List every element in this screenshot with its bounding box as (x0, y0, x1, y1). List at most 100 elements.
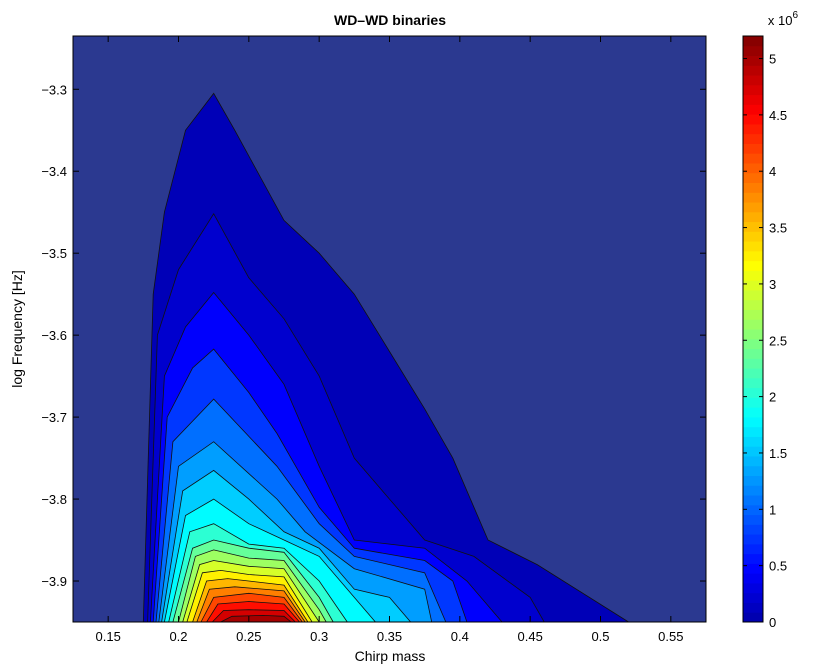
colorbar-band (743, 202, 763, 213)
colorbar-band (743, 524, 763, 535)
colorbar-band (743, 582, 763, 594)
colorbar-band (743, 45, 763, 57)
colorbar-band (743, 338, 763, 350)
colorbar-band (743, 485, 763, 496)
colorbar-band (743, 192, 763, 203)
y-tick-label: −3.8 (41, 492, 67, 507)
colorbar-scale-label: x 106 (768, 10, 799, 28)
colorbar-band (743, 563, 763, 574)
colorbar-band (743, 387, 763, 398)
colorbar-band (743, 94, 763, 105)
colorbar-tick-label: 1 (769, 502, 776, 517)
colorbar-band (743, 534, 763, 545)
x-tick-label: 0.4 (451, 629, 469, 644)
contour-level-18 (220, 614, 293, 623)
colorbar-tick-label: 3.5 (769, 221, 787, 236)
colorbar-band (743, 573, 763, 584)
y-tick-label: −3.5 (41, 246, 67, 261)
colorbar-tick-label: 2 (769, 390, 776, 405)
colorbar-band (743, 368, 763, 379)
colorbar-tick-label: 2.5 (769, 333, 787, 348)
y-tick-label: −3.6 (41, 328, 67, 343)
colorbar-band (743, 221, 763, 232)
colorbar-tick-label: 0.5 (769, 559, 787, 574)
colorbar: 0 0.5 1 1.5 2 2.5 3 3.5 4 4.5 5 x 106 (742, 10, 799, 630)
colorbar-band (743, 543, 763, 555)
colorbar-scale-exponent: 6 (793, 10, 799, 21)
x-tick-label: 0.55 (658, 629, 683, 644)
x-tick-label: 0.2 (169, 629, 187, 644)
y-tick-label: −3.3 (41, 82, 67, 97)
colorbar-tick-label: 5 (769, 52, 776, 67)
colorbar-band (743, 133, 763, 144)
colorbar-band (743, 104, 763, 115)
colorbar-band (743, 455, 763, 467)
x-tick-label: 0.45 (518, 629, 543, 644)
colorbar-frame (742, 35, 764, 623)
colorbar-band (743, 329, 763, 340)
colorbar-band (743, 553, 763, 564)
colorbar-tick-label: 3 (769, 277, 776, 292)
colorbar-band (743, 612, 763, 623)
y-axis-title: log Frequency [Hz] (9, 270, 25, 388)
contour-plot-area (72, 35, 707, 623)
colorbar-band (743, 289, 763, 301)
colorbar-band (743, 319, 763, 330)
x-axis-title: Chirp mass (355, 648, 426, 664)
colorbar-band (743, 299, 763, 310)
colorbar-band (743, 153, 763, 164)
colorbar-tick-label: 1.5 (769, 446, 787, 461)
colorbar-bands (743, 36, 763, 623)
x-tick-label: 0.3 (310, 629, 328, 644)
colorbar-band (743, 123, 763, 135)
colorbar-band (743, 504, 763, 516)
colorbar-band (743, 114, 763, 125)
colorbar-band (743, 280, 763, 291)
chart-title: WD–WD binaries (334, 12, 446, 28)
colorbar-band (743, 260, 763, 271)
colorbar-band (743, 475, 763, 486)
x-tick-label: 0.5 (591, 629, 609, 644)
x-axis: 0.15 0.2 0.25 0.3 0.35 0.4 0.45 0.5 0.55 (96, 36, 683, 644)
colorbar-ticks: 0 0.5 1 1.5 2 2.5 3 3.5 4 4.5 5 (743, 52, 787, 630)
colorbar-band (743, 592, 763, 603)
colorbar-band (743, 436, 763, 447)
y-tick-label: −3.9 (41, 574, 67, 589)
colorbar-band (743, 143, 763, 154)
colorbar-band (743, 162, 763, 174)
colorbar-tick-label: 0 (769, 615, 776, 630)
colorbar-band (743, 465, 763, 476)
colorbar-band (743, 75, 763, 86)
colorbar-band (743, 172, 763, 183)
colorbar-band (743, 84, 763, 96)
y-tick-label: −3.4 (41, 164, 67, 179)
colorbar-band (743, 250, 763, 262)
colorbar-band (743, 377, 763, 389)
colorbar-band (743, 348, 763, 359)
colorbar-tick-label: 4 (769, 164, 776, 179)
colorbar-band (743, 36, 763, 47)
colorbar-band (743, 416, 763, 428)
colorbar-scale-prefix: x 10 (768, 13, 793, 28)
colorbar-band (743, 358, 763, 369)
colorbar-band (743, 397, 763, 408)
colorbar-band (743, 407, 763, 418)
colorbar-band (743, 602, 763, 613)
colorbar-band (743, 182, 763, 193)
colorbar-band (743, 270, 763, 281)
x-tick-label: 0.35 (377, 629, 402, 644)
x-tick-label: 0.15 (96, 629, 121, 644)
contour-layer (142, 92, 630, 623)
colorbar-band (743, 231, 763, 242)
colorbar-band (743, 495, 763, 506)
colorbar-band (743, 309, 763, 320)
colorbar-band (743, 65, 763, 76)
colorbar-band (743, 241, 763, 252)
colorbar-band (743, 55, 763, 66)
x-tick-label: 0.25 (236, 629, 261, 644)
colorbar-band (743, 426, 763, 437)
y-axis: −3.3 −3.4 −3.5 −3.6 −3.7 −3.8 −3.9 (41, 82, 706, 589)
y-tick-label: −3.7 (41, 410, 67, 425)
colorbar-band (743, 211, 763, 223)
